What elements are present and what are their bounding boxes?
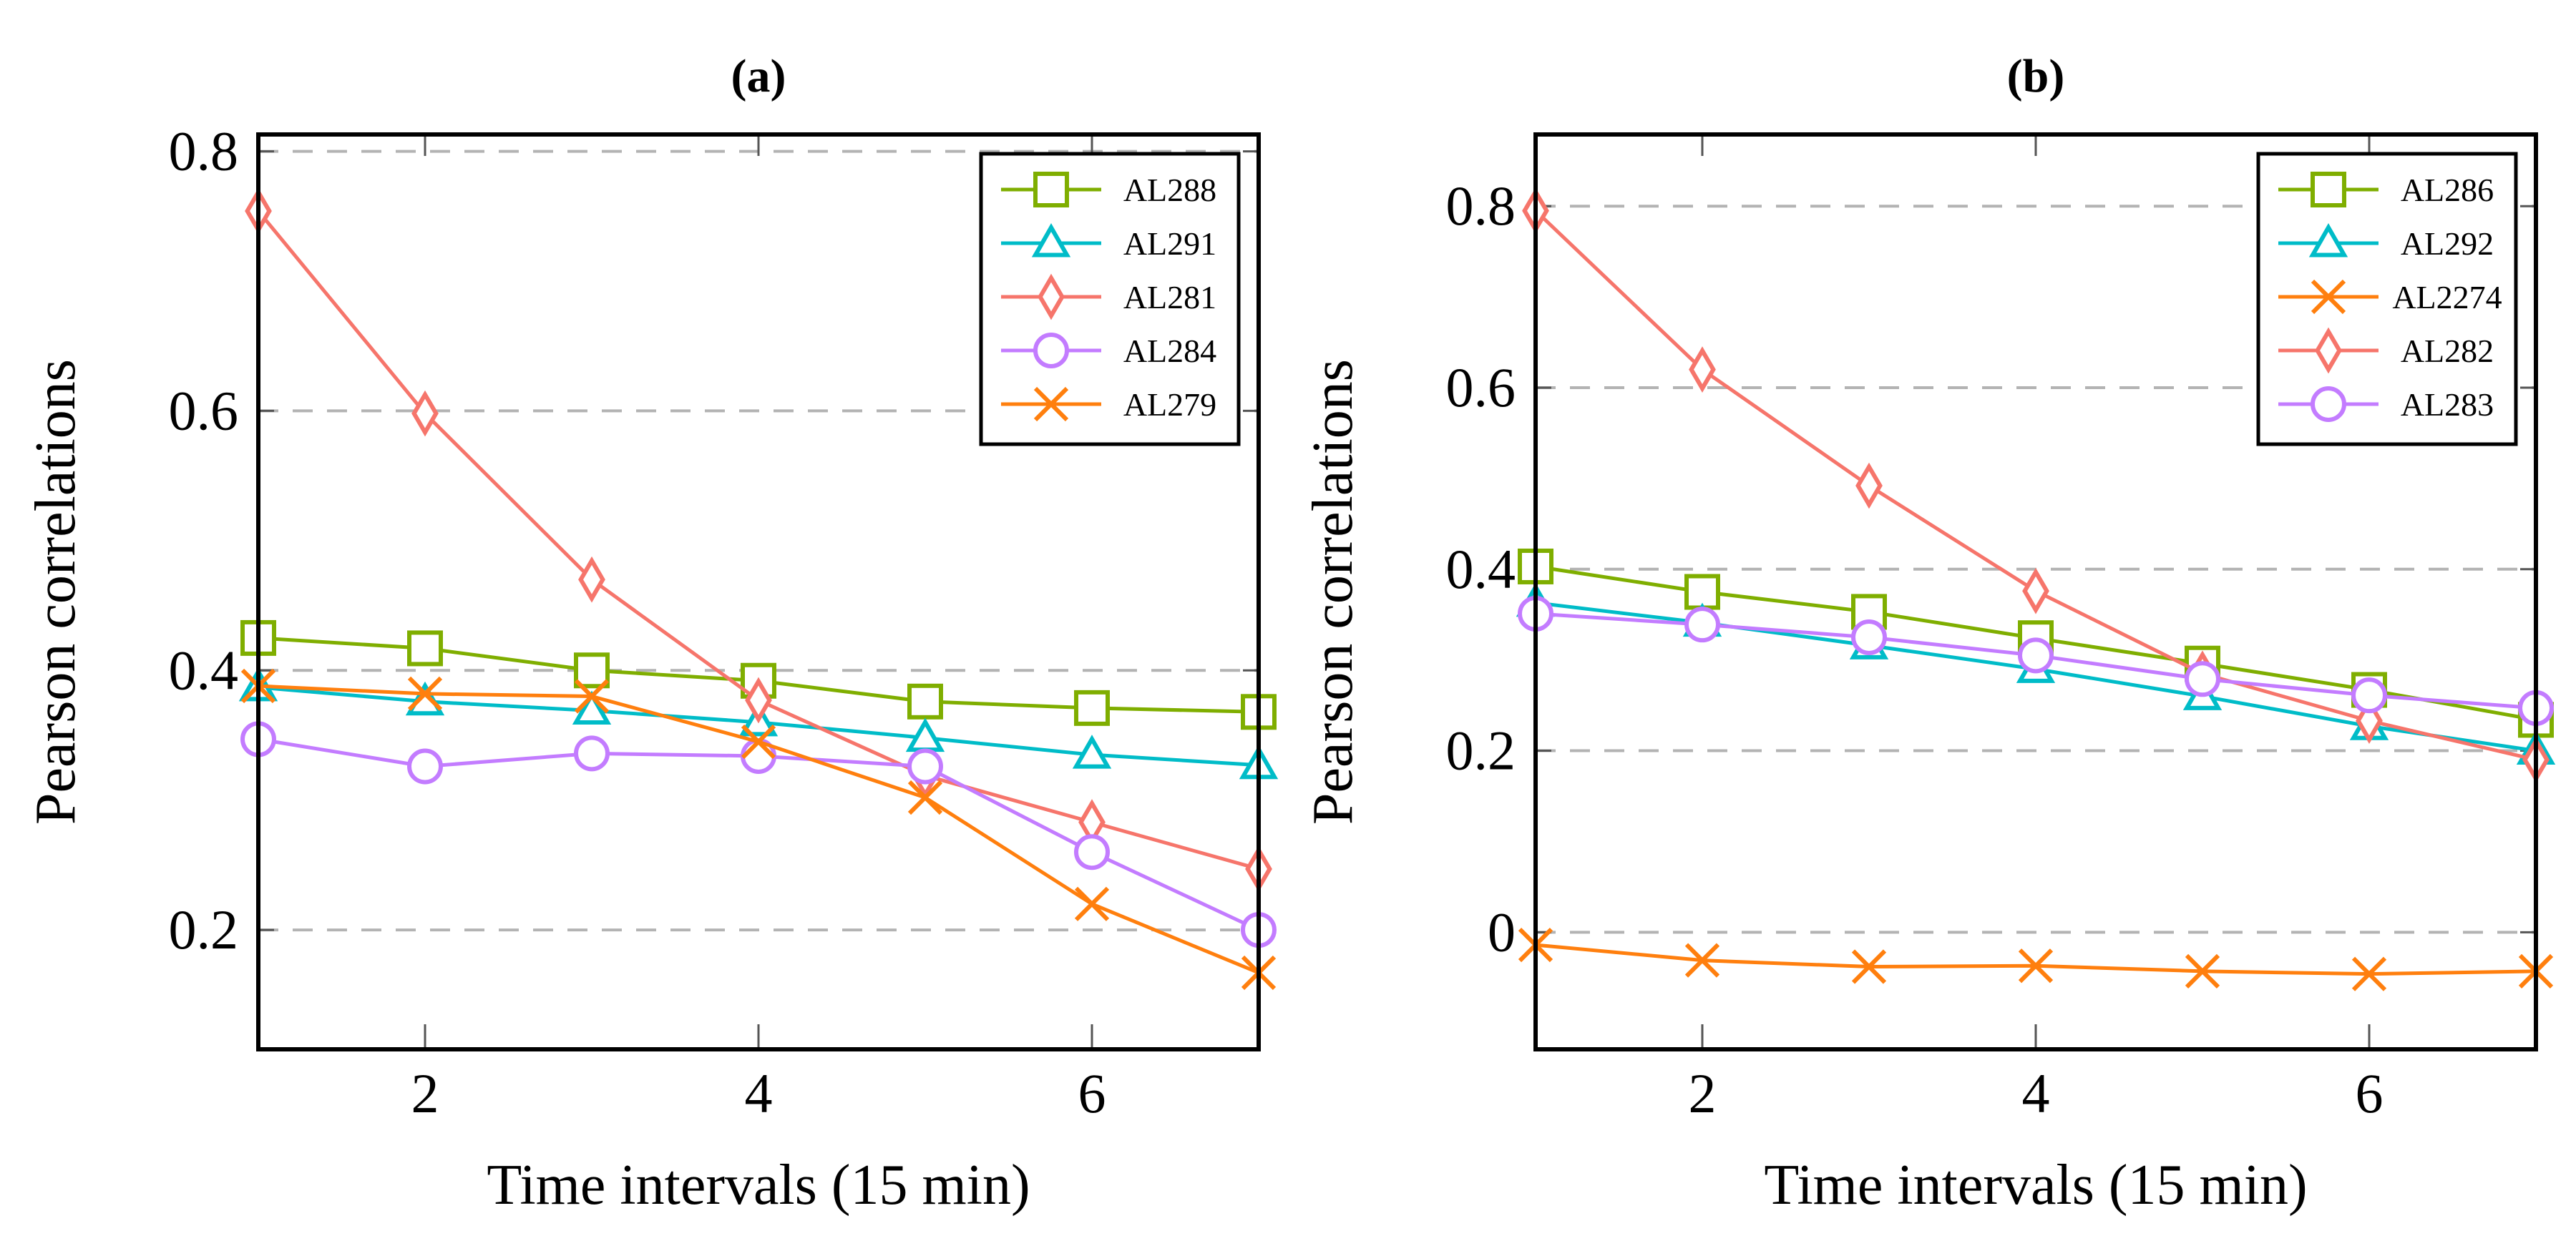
- data-point: [407, 676, 443, 712]
- data-point: [1684, 574, 1720, 610]
- legend-marker: [2311, 386, 2346, 422]
- data-point: [907, 780, 943, 815]
- legend-item: AL2274: [2278, 279, 2502, 315]
- data-point: [574, 679, 610, 714]
- data-point: [2351, 677, 2387, 714]
- y-tick-label: 0.4: [169, 639, 239, 701]
- x-tick-label: 2: [411, 1062, 439, 1124]
- data-point: [745, 677, 772, 724]
- data-point: [2356, 697, 2383, 745]
- legend-item: AL283: [2278, 386, 2494, 423]
- y-axis-label: Pearson correlations: [1302, 359, 1365, 825]
- data-point: [2185, 953, 2220, 989]
- data-point: [572, 690, 612, 725]
- y-tick-label: 0.6: [169, 379, 239, 441]
- x-tick-label: 4: [745, 1062, 773, 1124]
- x-tick-label: 6: [1078, 1062, 1106, 1124]
- data-point: [1851, 594, 1887, 630]
- data-point: [2351, 956, 2387, 991]
- legend-box: [979, 152, 1241, 446]
- data-point: [1072, 735, 1112, 769]
- data-point: [574, 735, 610, 772]
- y-axis-label: Pearson correlations: [24, 359, 87, 825]
- y-tick-label: 0.2: [169, 898, 239, 961]
- data-point: [411, 390, 439, 437]
- data-point: [407, 748, 443, 785]
- legend-item: AL286: [2278, 172, 2494, 208]
- legend-item: AL281: [1001, 273, 1216, 320]
- legend-item: AL288: [1001, 172, 1216, 208]
- data-point: [1851, 619, 1887, 655]
- legend-label: AL281: [1123, 279, 1216, 315]
- legend-marker: [1033, 172, 1069, 207]
- legend-item: AL292: [2278, 222, 2494, 262]
- x-tick-label: 2: [1689, 1062, 1717, 1124]
- x-tick-label: 6: [2356, 1062, 2384, 1124]
- legend-label: AL286: [2401, 172, 2494, 208]
- legend-marker: [1038, 273, 1065, 320]
- data-point: [907, 748, 943, 785]
- data-point: [574, 652, 610, 689]
- legend-marker: [1031, 222, 1071, 257]
- plot-frame: [1533, 132, 2538, 1051]
- data-point: [2018, 948, 2054, 984]
- data-point: [1684, 943, 1720, 978]
- series-AL2274: [1518, 927, 2554, 991]
- legend-item: AL291: [1001, 222, 1216, 262]
- legend-label: AL2274: [2392, 279, 2502, 315]
- legend-label: AL292: [2401, 225, 2494, 262]
- legend-marker: [1033, 333, 1069, 368]
- legend-item: AL279: [1001, 386, 1216, 423]
- data-point: [1855, 462, 1883, 509]
- data-point: [1074, 886, 1110, 921]
- legend-marker: [2315, 327, 2342, 374]
- plot-frame: [256, 132, 1261, 1051]
- legend-marker: [2308, 222, 2348, 257]
- y-tick-label: 0.6: [1446, 356, 1516, 418]
- data-point: [1074, 834, 1110, 870]
- legend-label: AL291: [1123, 225, 1216, 262]
- legend-label: AL288: [1123, 172, 1216, 208]
- x-axis-label: Time intervals (15 min): [1764, 1154, 2307, 1217]
- legend-label: AL283: [2401, 386, 2494, 423]
- y-tick-label: 0.8: [1446, 175, 1516, 237]
- chart-title: (a): [731, 50, 786, 102]
- series-AL279: [240, 668, 1277, 991]
- chart-title: (b): [2007, 50, 2065, 102]
- y-tick-label: 0: [1488, 901, 1516, 963]
- data-point: [578, 556, 605, 603]
- legend-marker: [1033, 386, 1069, 422]
- data-point: [2022, 567, 2049, 614]
- legend-marker: [2311, 172, 2346, 207]
- chart-a: (a) 0.2 0.4 0.6 0.8 2 4 6 Time intervals (15 min…: [24, 50, 1279, 1217]
- data-point: [1851, 949, 1887, 984]
- data-point: [907, 683, 943, 720]
- legend-label: AL282: [2401, 333, 2494, 369]
- x-axis-label: Time intervals (15 min): [487, 1154, 1030, 1217]
- chart-b: (b) 0 0.2 0.4 0.6 0.8 2 4 6 Time intervals (15 mi…: [1302, 50, 2556, 1217]
- data-point: [1684, 607, 1720, 643]
- legend-item: AL282: [2278, 327, 2494, 374]
- legend: AL286 AL292 AL2274 AL282 AL283: [2256, 152, 2518, 446]
- legend-box: [2256, 152, 2518, 446]
- y-tick-label: 0.4: [1446, 538, 1516, 600]
- data-point: [2185, 661, 2220, 697]
- data-point: [2018, 637, 2054, 674]
- legend: AL288 AL291 AL281 AL284 AL279: [979, 152, 1241, 446]
- data-point: [1074, 690, 1110, 726]
- data-point: [407, 630, 443, 667]
- legend-item: AL284: [1001, 333, 1216, 369]
- y-tick-label: 0.2: [1446, 720, 1516, 782]
- legend-label: AL279: [1123, 386, 1216, 423]
- legend-label: AL284: [1123, 333, 1216, 369]
- series-AL283: [1518, 595, 2554, 726]
- x-tick-label: 4: [2022, 1062, 2050, 1124]
- y-tick-label: 0.8: [169, 120, 239, 182]
- data-point: [1689, 346, 1716, 393]
- data-point: [741, 724, 776, 760]
- legend-marker: [2311, 279, 2346, 315]
